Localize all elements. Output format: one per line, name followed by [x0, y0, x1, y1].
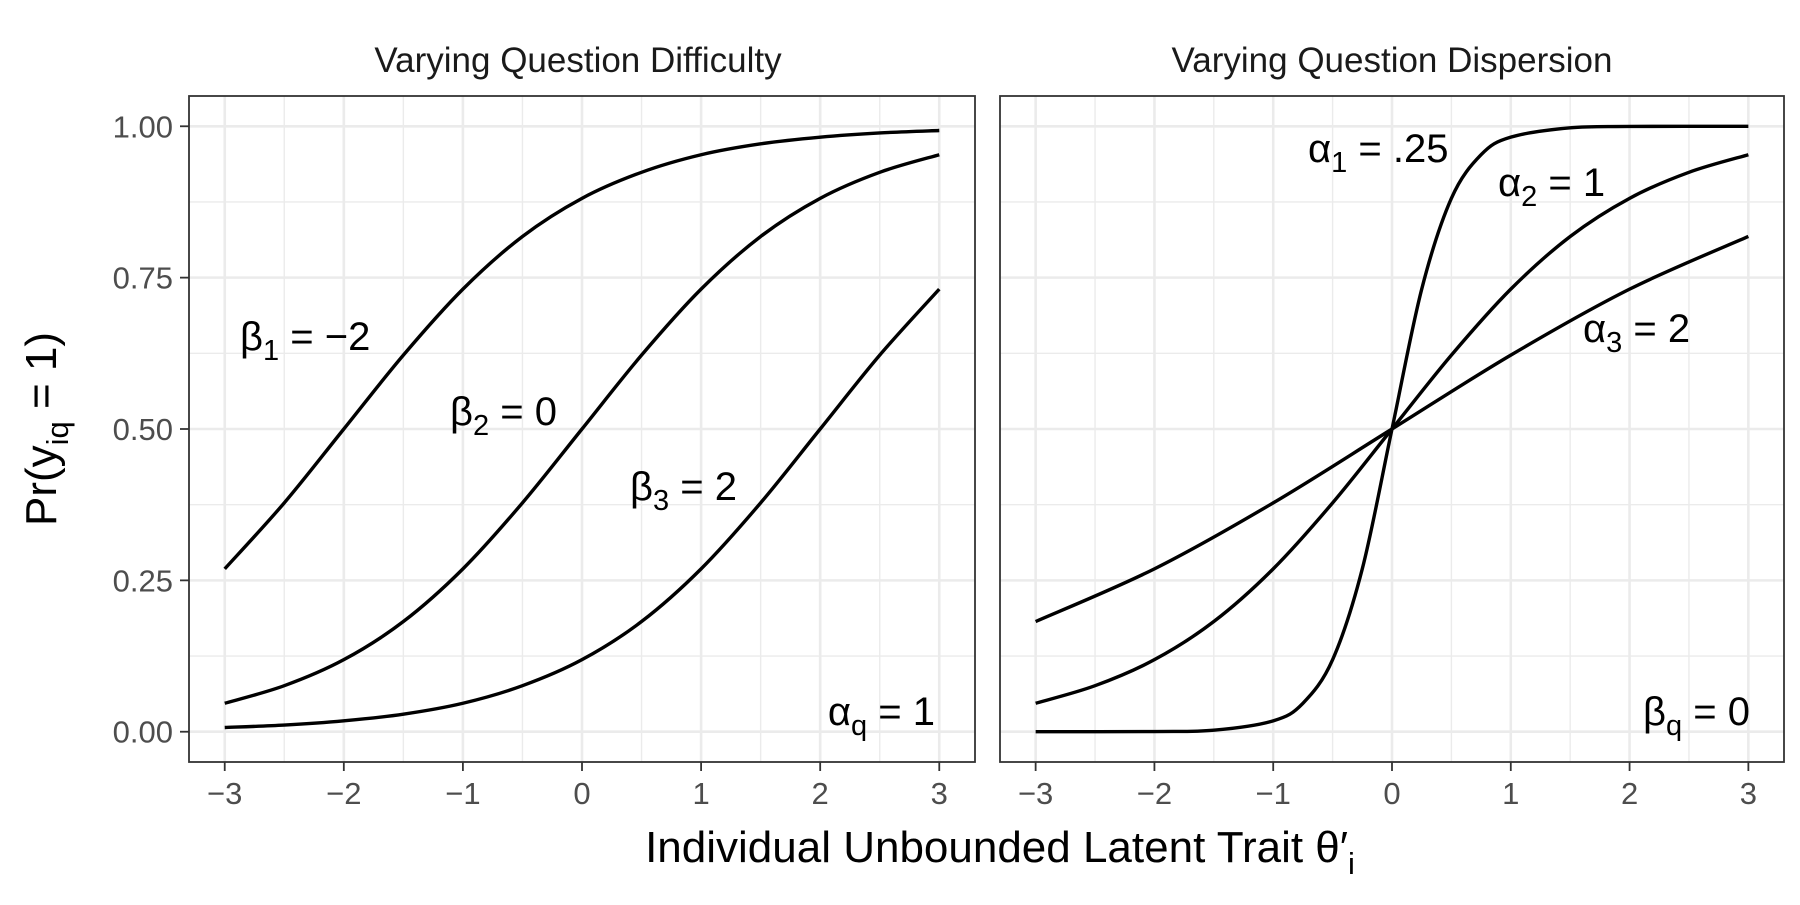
x-tick-label: −3: [207, 776, 242, 811]
x-tick-label: −1: [1256, 776, 1291, 811]
label-beta-q: βq = 0: [1643, 690, 1750, 742]
curves-dispersion: [1034, 124, 1750, 734]
x-tick-label: 3: [931, 776, 948, 811]
series-line-beta-2: [224, 153, 940, 705]
x-axis-dispersion: −3 −2 −1 0 1 2 3: [1018, 762, 1757, 811]
label-alpha-2: α2 = 1: [1498, 161, 1605, 213]
y-tick-label: 0.75: [113, 261, 173, 296]
x-tick-label: 2: [1621, 776, 1638, 811]
panel-dispersion: Varying Question Dispersion −3 −2 −1 0 1 2 3 α…: [999, 41, 1785, 811]
x-tick-label: 2: [812, 776, 829, 811]
x-tick-label: 0: [1383, 776, 1400, 811]
series-line-beta-1: [223, 128, 940, 570]
y-axis: 0.00 0.25 0.50 0.75 1.00: [113, 109, 189, 750]
label-beta-2: β2 = 0: [450, 390, 557, 442]
panel-title-difficulty: Varying Question Difficulty: [374, 41, 782, 80]
x-tick-label: −1: [445, 776, 480, 811]
x-tick-label: −2: [326, 776, 361, 811]
y-tick-label: 0.25: [113, 563, 173, 598]
x-axis-title: Individual Unbounded Latent Trait θ′i: [645, 823, 1355, 881]
label-beta-3: β3 = 2: [630, 465, 737, 517]
panel-title-dispersion: Varying Question Dispersion: [1172, 41, 1613, 80]
series-line-alpha-3: [1034, 234, 1750, 624]
label-beta-1: β1 = −2: [240, 315, 370, 367]
x-tick-label: −3: [1018, 776, 1053, 811]
x-tick-label: 1: [1502, 776, 1519, 811]
x-tick-label: 3: [1740, 776, 1757, 811]
curves-difficulty: [223, 128, 941, 730]
y-tick-label: 0.50: [113, 412, 173, 447]
label-alpha-q: αq = 1: [828, 690, 935, 742]
panel-difficulty: Varying Question Difficulty 0.00 0.25 0.50…: [113, 41, 976, 811]
x-tick-label: 1: [692, 776, 709, 811]
label-alpha-3: α3 = 2: [1583, 307, 1690, 359]
x-tick-label: −2: [1137, 776, 1172, 811]
y-tick-label: 0.00: [113, 715, 173, 750]
x-tick-label: 0: [573, 776, 590, 811]
series-line-beta-3: [224, 288, 941, 730]
label-alpha-1: α1 = .25: [1308, 127, 1448, 179]
y-axis-title: Pr(yiq = 1): [17, 332, 75, 526]
y-tick-label: 1.00: [113, 109, 173, 144]
x-axis-difficulty: −3 −2 −1 0 1 2 3: [207, 762, 948, 811]
